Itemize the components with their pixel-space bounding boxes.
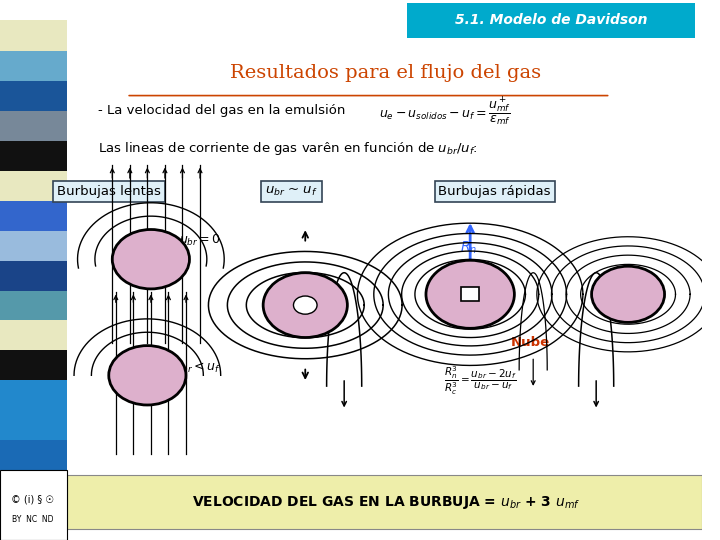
Text: $R_n$: $R_n$ — [459, 240, 477, 256]
Bar — [461, 287, 480, 301]
Bar — [0, 470, 67, 540]
Circle shape — [592, 266, 665, 322]
Bar — [0, 199, 67, 231]
Text: BY  NC  ND: BY NC ND — [12, 515, 54, 524]
Text: VELOCIDAD DEL GAS EN LA BURBUJA = $u_{br}$ + 3 $u_{mf}$: VELOCIDAD DEL GAS EN LA BURBUJA = $u_{br… — [192, 494, 580, 511]
Text: Nube: Nube — [511, 336, 550, 349]
Bar — [0, 80, 67, 111]
Text: Burbujas rápidas: Burbujas rápidas — [438, 185, 551, 198]
Bar — [0, 110, 67, 141]
Text: 5.1. Modelo de Davidson: 5.1. Modelo de Davidson — [454, 14, 647, 27]
Bar — [0, 379, 67, 410]
Bar — [0, 139, 67, 171]
Circle shape — [109, 346, 186, 405]
Bar — [0, 408, 67, 440]
Bar — [0, 20, 67, 51]
Text: $\dfrac{R_n^3}{R_c^3} = \dfrac{u_{br} - 2u_f}{u_{br} - u_f}$: $\dfrac{R_n^3}{R_c^3} = \dfrac{u_{br} - … — [444, 364, 517, 397]
Text: Las lineas de corriente de gas varên en función de $u_{br}/u_f$:: Las lineas de corriente de gas varên en … — [98, 140, 478, 157]
Bar — [0, 229, 67, 261]
Bar — [0, 170, 67, 201]
Text: $u_e - u_{solidos} - u_f = \dfrac{u_{mf}^+}{\varepsilon_{mf}}$: $u_e - u_{solidos} - u_f = \dfrac{u_{mf}… — [379, 94, 511, 127]
Bar — [0, 289, 67, 320]
Text: © (i) § ☉: © (i) § ☉ — [12, 495, 55, 504]
Text: $u_{br} < u_f$: $u_{br} < u_f$ — [174, 361, 221, 375]
Text: Burbujas lentas: Burbujas lentas — [57, 185, 161, 198]
Text: $u_{br}$ ~ $u_f$: $u_{br}$ ~ $u_f$ — [265, 185, 318, 198]
Bar — [67, 475, 702, 529]
Bar — [0, 259, 67, 291]
Text: $R_b$: $R_b$ — [479, 303, 496, 320]
Bar — [0, 438, 67, 470]
Bar — [407, 3, 695, 38]
Bar — [0, 319, 67, 350]
Text: Resultados para el flujo del gas: Resultados para el flujo del gas — [230, 64, 541, 82]
Text: - La velocidad del gas en la emulsión: - La velocidad del gas en la emulsión — [98, 104, 346, 117]
Circle shape — [294, 296, 317, 314]
Circle shape — [112, 230, 189, 289]
Bar — [0, 349, 67, 380]
Text: $u_{br} = 0$: $u_{br} = 0$ — [179, 233, 221, 248]
Bar — [0, 50, 67, 82]
Circle shape — [263, 273, 347, 338]
Circle shape — [426, 260, 514, 328]
